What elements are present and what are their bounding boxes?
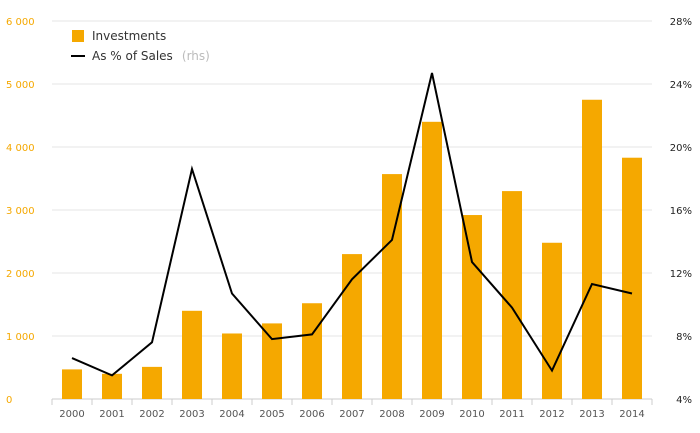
bar-2008 <box>382 174 402 399</box>
legend-label-pct-sales-note: (rhs) <box>182 49 210 63</box>
legend-swatch-investments <box>72 30 84 42</box>
legend-label-pct-sales-name: As % of Sales <box>92 49 173 63</box>
left-tick-label: 0 <box>6 395 12 406</box>
bar-2011 <box>502 191 522 399</box>
x-tick-label: 2006 <box>299 409 324 420</box>
bar-2014 <box>622 157 642 399</box>
x-tick-label: 2001 <box>99 409 124 420</box>
left-axis: 0 1 000 2 000 3 000 4 000 5 000 6 000 <box>6 17 35 406</box>
right-tick-label: 24% <box>670 80 692 91</box>
left-tick-label: 2 000 <box>6 269 35 280</box>
bar-2000 <box>62 369 82 399</box>
x-tick-label: 2008 <box>379 409 404 420</box>
bar-2001 <box>102 373 122 399</box>
left-tick-label: 3 000 <box>6 206 35 217</box>
x-tick-label: 2002 <box>139 409 164 420</box>
x-tick-label: 2014 <box>619 409 644 420</box>
left-tick-label: 6 000 <box>6 17 35 28</box>
left-tick-label: 1 000 <box>6 332 35 343</box>
left-tick-label: 5 000 <box>6 80 35 91</box>
bar-2009 <box>422 121 442 400</box>
x-tick-label: 2012 <box>539 409 564 420</box>
bar-2013 <box>582 99 602 399</box>
x-tick-label: 2004 <box>219 409 244 420</box>
legend-label-investments: Investments <box>92 29 166 43</box>
x-tick-label: 2010 <box>459 409 484 420</box>
right-tick-label: 20% <box>670 143 692 154</box>
right-tick-label: 16% <box>670 206 692 217</box>
x-tick-label: 2000 <box>59 409 84 420</box>
bar-2007 <box>342 254 362 399</box>
line-series-pct-sales <box>71 72 633 377</box>
x-tick-label: 2007 <box>339 409 364 420</box>
x-tick-label: 2013 <box>579 409 604 420</box>
x-tick-label: 2003 <box>179 409 204 420</box>
legend: Investments As % of Sales (rhs) <box>71 29 210 64</box>
bar-2005 <box>262 323 282 399</box>
x-tick-label: 2009 <box>419 409 444 420</box>
right-tick-label: 8% <box>676 332 692 343</box>
x-axis: 2000 2001 2002 2003 2004 2005 2006 2007 2008 2009… <box>51 399 653 420</box>
right-tick-label: 28% <box>670 17 692 28</box>
right-tick-label: 12% <box>670 269 692 280</box>
bar-series-investments <box>62 99 642 400</box>
bar-2003 <box>182 310 202 399</box>
right-axis: 4% 8% 12% 16% 20% 24% 28% <box>670 17 692 406</box>
right-tick-label: 4% <box>676 395 692 406</box>
line-pct-sales <box>71 72 633 377</box>
bar-2004 <box>222 333 242 399</box>
bar-2006 <box>302 303 322 399</box>
bar-2010 <box>462 215 482 399</box>
left-tick-label: 4 000 <box>6 143 35 154</box>
bar-2012 <box>542 242 562 399</box>
legend-label-pct-sales: As % of Sales (rhs) <box>92 45 210 64</box>
x-tick-label: 2011 <box>499 409 524 420</box>
x-tick-label: 2005 <box>259 409 284 420</box>
bar-2002 <box>142 366 162 399</box>
